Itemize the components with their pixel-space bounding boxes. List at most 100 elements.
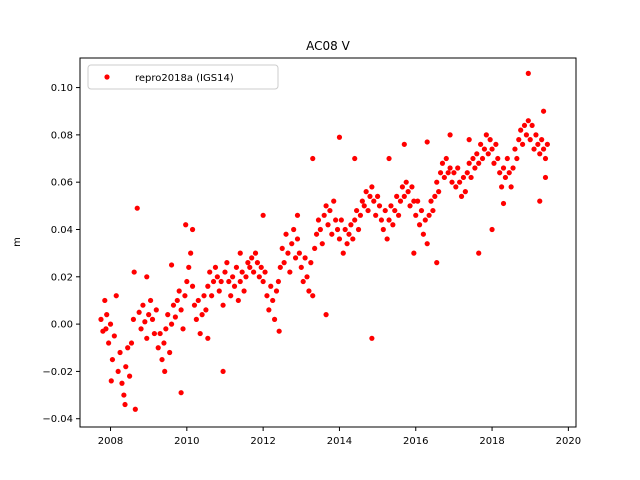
data-point bbox=[489, 226, 495, 233]
data-point bbox=[157, 330, 163, 337]
data-point bbox=[395, 212, 402, 218]
data-point bbox=[544, 141, 550, 147]
legend-box bbox=[87, 64, 279, 90]
y-tick-label: 0.08 bbox=[51, 130, 73, 141]
data-point bbox=[499, 184, 505, 190]
data-point bbox=[430, 207, 436, 214]
data-point bbox=[331, 198, 337, 204]
data-point bbox=[397, 198, 404, 204]
data-point bbox=[500, 200, 507, 207]
data-point bbox=[203, 307, 209, 313]
x-axis-ticks: 2008 2010 2012 2014 2016 2018 2020 bbox=[98, 427, 581, 447]
x-tick-label: 2014 bbox=[327, 436, 352, 447]
data-point bbox=[237, 278, 243, 285]
data-point bbox=[165, 312, 171, 318]
data-point bbox=[537, 151, 543, 157]
data-point bbox=[107, 321, 114, 327]
data-point bbox=[474, 151, 480, 157]
data-point bbox=[441, 174, 447, 181]
data-point bbox=[183, 222, 189, 228]
chart-title: AC08 V bbox=[306, 39, 350, 53]
data-point bbox=[270, 297, 276, 304]
data-point bbox=[510, 165, 516, 171]
data-point bbox=[115, 368, 121, 375]
data-point bbox=[315, 217, 322, 223]
data-point bbox=[220, 302, 226, 308]
data-point bbox=[216, 288, 222, 294]
data-point bbox=[117, 349, 123, 356]
y-tick-label: 0.06 bbox=[51, 178, 73, 189]
data-point bbox=[350, 236, 356, 242]
data-point bbox=[247, 264, 253, 270]
data-point bbox=[346, 231, 352, 237]
data-point bbox=[130, 316, 137, 322]
data-point bbox=[106, 340, 112, 346]
data-point bbox=[521, 122, 528, 129]
data-point bbox=[119, 380, 125, 386]
data-point bbox=[495, 155, 501, 162]
data-point bbox=[241, 288, 247, 294]
data-point bbox=[336, 236, 343, 242]
data-point bbox=[266, 307, 272, 313]
data-point bbox=[191, 302, 198, 308]
data-point bbox=[453, 184, 459, 190]
data-point bbox=[304, 274, 310, 280]
data-point bbox=[382, 207, 388, 214]
data-point bbox=[411, 198, 417, 204]
data-point bbox=[199, 312, 205, 318]
data-point bbox=[132, 406, 138, 412]
data-point bbox=[449, 179, 455, 185]
data-point bbox=[508, 184, 514, 190]
data-point bbox=[155, 345, 161, 351]
data-point bbox=[237, 250, 243, 256]
data-point bbox=[491, 160, 497, 166]
data-point bbox=[542, 174, 549, 181]
data-point bbox=[373, 212, 379, 218]
data-point bbox=[455, 165, 461, 171]
data-point bbox=[327, 207, 333, 214]
data-point bbox=[497, 170, 503, 176]
data-point bbox=[170, 302, 177, 308]
x-tick-label: 2008 bbox=[98, 436, 123, 447]
data-point bbox=[167, 349, 173, 356]
data-point bbox=[394, 193, 400, 199]
data-point bbox=[220, 368, 226, 375]
data-point bbox=[325, 222, 331, 228]
data-point bbox=[136, 309, 142, 315]
data-point bbox=[151, 330, 157, 337]
data-point bbox=[384, 236, 390, 242]
data-point bbox=[493, 141, 499, 147]
data-point bbox=[264, 293, 270, 299]
data-point bbox=[310, 155, 316, 162]
data-point bbox=[437, 170, 444, 176]
data-point bbox=[271, 316, 278, 322]
data-point bbox=[222, 269, 228, 275]
data-point bbox=[476, 160, 482, 166]
data-point bbox=[392, 207, 398, 214]
data-point bbox=[506, 170, 512, 176]
y-tick-label: −0.02 bbox=[42, 367, 73, 378]
data-point bbox=[188, 250, 194, 256]
data-point bbox=[260, 278, 266, 285]
data-point bbox=[518, 127, 524, 133]
data-point bbox=[214, 274, 220, 280]
data-point bbox=[487, 137, 493, 143]
data-point bbox=[516, 137, 522, 143]
legend: repro2018a (IGS14) bbox=[87, 64, 279, 90]
data-point bbox=[251, 269, 257, 275]
data-point bbox=[300, 278, 306, 285]
data-point bbox=[533, 132, 539, 138]
data-point bbox=[489, 146, 495, 152]
data-point bbox=[317, 226, 323, 233]
data-point bbox=[149, 316, 156, 322]
data-point bbox=[231, 283, 238, 289]
data-point bbox=[504, 155, 510, 162]
data-point bbox=[361, 203, 367, 209]
data-point bbox=[415, 198, 421, 204]
data-point bbox=[527, 137, 533, 143]
data-point bbox=[355, 226, 362, 233]
data-point bbox=[312, 245, 318, 252]
data-point bbox=[122, 401, 128, 408]
y-tick-label: 0.00 bbox=[51, 320, 73, 331]
data-point bbox=[416, 222, 423, 228]
